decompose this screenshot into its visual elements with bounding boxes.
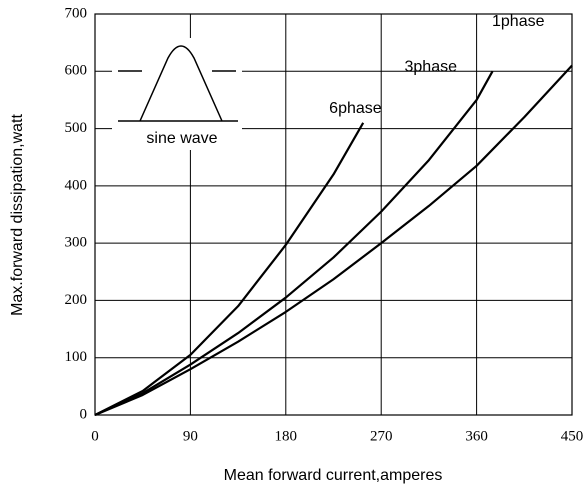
series-line	[94, 64, 573, 417]
inset-background	[112, 38, 242, 150]
x-axis-title: Mean forward current,amperes	[224, 467, 443, 484]
y-axis-title: Max.forward dissipation,watt	[9, 114, 26, 316]
y-tick-label: 700	[65, 5, 88, 21]
y-tick-label: 600	[65, 63, 88, 79]
series-line	[94, 70, 494, 417]
y-tick-label: 500	[65, 120, 88, 136]
inset: sine wave	[112, 38, 242, 150]
x-tick-label: 0	[91, 428, 99, 444]
y-tick-label: 0	[80, 406, 88, 422]
sine-icon	[118, 45, 238, 122]
x-tick-label: 180	[275, 428, 298, 444]
x-tick-label: 360	[465, 428, 488, 444]
series-label: 3phase	[405, 59, 458, 76]
annotation: sine wave	[146, 130, 217, 147]
series-label: 1phase	[492, 13, 545, 30]
series-label: 6phase	[329, 100, 382, 117]
y-tick-label: 400	[65, 177, 88, 193]
y-tick-label: 300	[65, 235, 88, 251]
x-tick-label: 270	[370, 428, 393, 444]
y-tick-label: 100	[65, 349, 88, 365]
series-line	[94, 122, 365, 416]
x-tick-label: 450	[561, 428, 584, 444]
y-tick-label: 200	[65, 292, 88, 308]
x-tick-label: 90	[183, 428, 198, 444]
